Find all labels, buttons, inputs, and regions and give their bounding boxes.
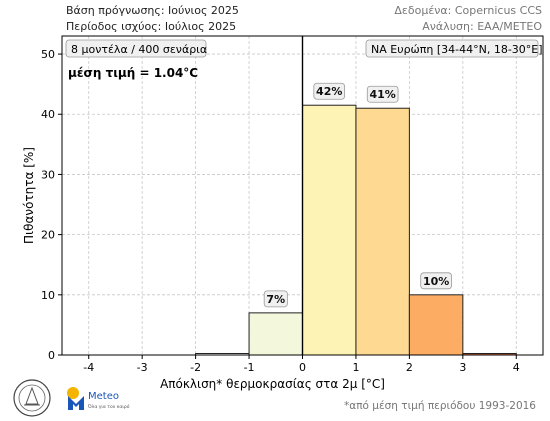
x-tick-label: -4: [83, 361, 94, 374]
header-left: Βάση πρόγνωσης: Ιούνιος 2025 Περίοδος ισ…: [66, 3, 239, 35]
region-box: [365, 39, 539, 58]
meteo-tagline-text: Όλα για τον καιρό: [87, 403, 130, 410]
valid-period-text: Περίοδος ισχύος: Ιούλιος 2025: [66, 20, 237, 33]
y-axis-label: Πιθανότητα [%]: [22, 147, 36, 244]
y-tick-label: 30: [41, 168, 55, 181]
bar-label-4: 10%: [423, 275, 449, 288]
x-tick-label: 3: [459, 361, 466, 374]
mean-text: μέση τιμή = 1.04°C: [68, 66, 198, 80]
analysis-text: Ανάλυση: EAA/METEO: [422, 20, 542, 33]
meteo-logo-text: Meteo: [88, 391, 119, 402]
x-tick-label: 2: [406, 361, 413, 374]
data-source-text: Δεδομένα: Copernicus CCS: [394, 4, 542, 17]
bar-label-box-3: [366, 85, 399, 103]
x-tick-label: 4: [513, 361, 520, 374]
x-axis-label: Απόκλιση* θερμοκρασίας στα 2μ [°C]: [160, 377, 385, 391]
bar-label-box-4: [420, 272, 452, 290]
x-tick-label: 0: [299, 361, 306, 374]
bar-label-box-1: [263, 290, 288, 308]
x-tick-label: -2: [190, 361, 201, 374]
bar-4: [408, 294, 464, 356]
bar-label-1: 7%: [266, 293, 285, 306]
models-text: 8 μοντέλα / 400 σενάρια: [71, 43, 207, 56]
y-tick-label: 10: [41, 289, 55, 302]
y-tick-label: 50: [41, 48, 55, 61]
bar-label-2: 42%: [316, 85, 342, 98]
x-tick-label: 1: [352, 361, 359, 374]
footnote: *από μέση τιμή περιόδου 1993-2016: [344, 400, 536, 412]
models-box: [65, 39, 207, 58]
bar-label-box-2: [313, 82, 346, 100]
bar-label-3: 41%: [369, 88, 395, 101]
y-tick-label: 20: [41, 229, 55, 242]
y-tick-label: 40: [41, 108, 55, 121]
bar-2: [302, 104, 357, 356]
header-right: Δεδομένα: Copernicus CCS Ανάλυση: EAA/ME…: [394, 3, 542, 35]
x-tick-label: -3: [137, 361, 148, 374]
bar-3: [355, 107, 410, 356]
x-tick-label: -1: [244, 361, 255, 374]
region-text: ΝΑ Ευρώπη [34-44°N, 18-30°E]: [371, 43, 543, 56]
sun-icon: [67, 387, 79, 399]
y-tick-label: 0: [48, 349, 55, 362]
bar-1: [248, 312, 303, 356]
meteo-logo: Meteo Όλα για τον καιρό: [67, 387, 130, 410]
observatory-seal-icon: [13, 379, 51, 417]
forecast-base-text: Βάση πρόγνωσης: Ιούνιος 2025: [66, 4, 239, 17]
